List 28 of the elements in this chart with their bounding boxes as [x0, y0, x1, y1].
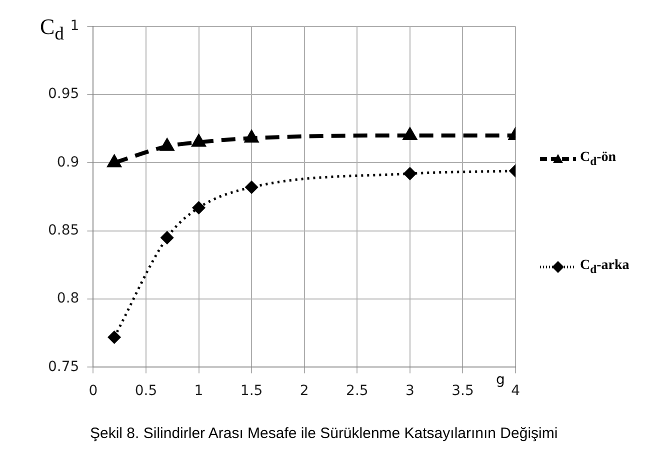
x-tick-label: 0 — [88, 383, 98, 400]
y-tick-label: 0.85 — [48, 222, 80, 239]
legend-label: C$_{d}$-arka — [580, 258, 630, 276]
point — [404, 128, 416, 140]
x-tick-label: 4 — [511, 383, 520, 400]
y-tick-label: 0.9 — [56, 154, 80, 170]
y-tick-label: 1 — [70, 18, 80, 34]
legend-label: C$_{d}$-ön — [580, 150, 616, 168]
x-axis-title: g — [496, 372, 505, 388]
y-tick-label: 0.75 — [48, 358, 80, 375]
x-tick-label: 1 — [194, 383, 204, 400]
y-axis-title: C$_{d}$ — [40, 14, 64, 44]
x-tick-label: 2 — [300, 383, 309, 400]
x-tick-label: 1.5 — [240, 383, 263, 400]
x-tick-label: 3 — [405, 383, 414, 400]
text: Şekil 8. Silindirler Arası Mesafe ile Sürüklenme Katsayılarının Değişimi — [90, 425, 558, 442]
point — [192, 135, 206, 147]
point — [108, 330, 121, 344]
point — [245, 181, 258, 194]
y-tick-label: 0.8 — [56, 290, 80, 307]
point — [108, 156, 121, 168]
x-tick-label: 0.5 — [134, 383, 158, 400]
y-tick-label: 0.95 — [48, 86, 80, 102]
point — [192, 201, 206, 214]
x-tick-label: 3.5 — [452, 383, 474, 400]
point — [160, 231, 174, 244]
point — [404, 167, 416, 180]
x-tick-label: 2.5 — [346, 383, 368, 400]
